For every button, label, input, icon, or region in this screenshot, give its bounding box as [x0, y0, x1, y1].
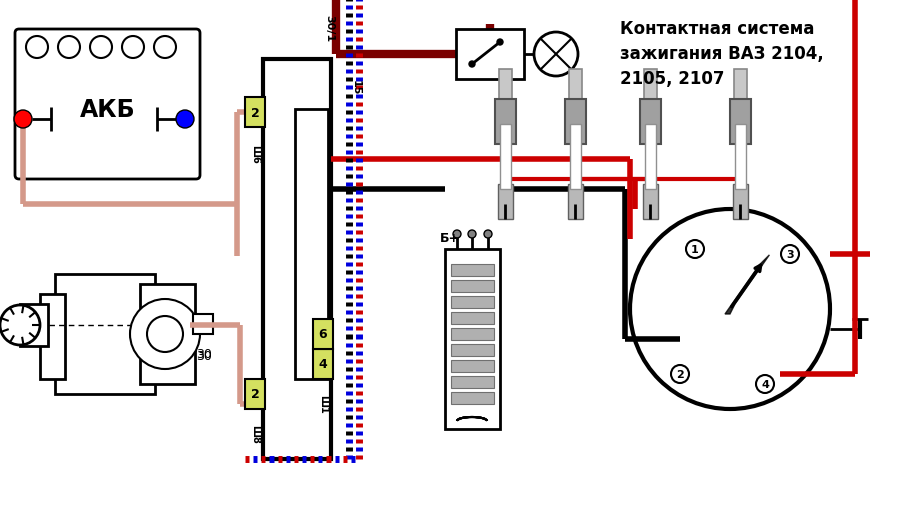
Circle shape [130, 299, 200, 369]
Bar [565, 100, 586, 145]
Bar [451, 392, 494, 404]
Text: 15: 15 [351, 80, 361, 95]
Bar [644, 70, 657, 105]
Bar [569, 70, 582, 105]
Circle shape [0, 305, 40, 345]
Text: 3: 3 [787, 249, 794, 260]
Circle shape [534, 33, 578, 77]
Circle shape [781, 245, 799, 264]
Bar [568, 185, 583, 219]
Circle shape [686, 241, 704, 259]
Text: 4: 4 [319, 358, 328, 371]
Text: 4: 4 [761, 379, 769, 389]
Text: 30: 30 [196, 347, 211, 360]
Bar [313, 319, 333, 349]
Bar [445, 249, 500, 429]
Text: 2: 2 [250, 388, 259, 401]
Circle shape [122, 37, 144, 59]
Circle shape [468, 231, 476, 239]
Bar [245, 379, 265, 409]
Bar [140, 285, 195, 384]
Bar [451, 265, 494, 276]
Circle shape [147, 317, 183, 352]
Bar [495, 100, 516, 145]
Circle shape [497, 40, 503, 46]
Bar [451, 313, 494, 324]
Bar [295, 110, 328, 379]
Text: Ш1: Ш1 [318, 394, 328, 413]
Bar [570, 125, 581, 190]
Bar [451, 280, 494, 293]
Bar [193, 315, 213, 334]
Circle shape [484, 231, 492, 239]
Bar [271, 68, 323, 451]
Bar [40, 294, 65, 379]
Bar [451, 344, 494, 356]
Text: 6: 6 [319, 328, 328, 341]
Text: 2: 2 [250, 106, 259, 119]
Bar [733, 185, 748, 219]
Bar [645, 125, 656, 190]
Bar [498, 185, 513, 219]
Polygon shape [725, 256, 770, 315]
Bar [734, 70, 747, 105]
Bar [313, 349, 333, 379]
Bar [245, 98, 265, 128]
Circle shape [671, 365, 689, 383]
Bar [451, 296, 494, 308]
Bar [451, 360, 494, 372]
Text: 30/1: 30/1 [324, 15, 334, 42]
Text: 30: 30 [196, 349, 211, 362]
Text: 1: 1 [691, 244, 699, 254]
Circle shape [26, 37, 48, 59]
FancyBboxPatch shape [15, 30, 200, 180]
Text: АКБ: АКБ [80, 98, 135, 122]
Bar [451, 376, 494, 388]
Bar [643, 185, 658, 219]
Bar [20, 304, 48, 346]
Circle shape [154, 37, 176, 59]
Bar [640, 100, 661, 145]
Bar [500, 125, 511, 190]
Bar [735, 125, 746, 190]
Circle shape [14, 111, 32, 129]
Text: Контактная система
зажигания ВАЗ 2104,
2105, 2107: Контактная система зажигания ВАЗ 2104, 2… [620, 20, 824, 88]
Bar [499, 70, 512, 105]
Text: Ш8: Ш8 [250, 424, 260, 443]
Text: Б+: Б+ [440, 232, 460, 244]
Circle shape [176, 111, 194, 129]
Text: 2: 2 [676, 369, 684, 379]
Bar [263, 60, 331, 459]
Bar [55, 274, 155, 394]
Bar [456, 30, 524, 80]
Bar [730, 100, 751, 145]
Circle shape [90, 37, 112, 59]
Circle shape [453, 231, 461, 239]
Bar [451, 328, 494, 341]
Circle shape [756, 375, 774, 393]
Text: Ш6: Ш6 [250, 145, 260, 163]
Circle shape [630, 210, 830, 409]
Circle shape [469, 62, 475, 68]
Circle shape [58, 37, 80, 59]
